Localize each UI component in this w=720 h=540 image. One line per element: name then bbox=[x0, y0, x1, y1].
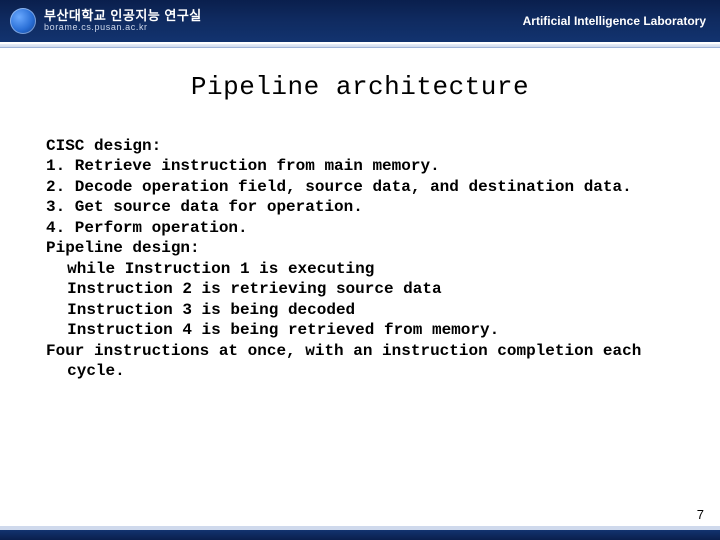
page-title: Pipeline architecture bbox=[0, 72, 720, 102]
body-line: 3. Get source data for operation. bbox=[46, 197, 674, 217]
body-line: Instruction 4 is being retrieved from me… bbox=[46, 320, 674, 340]
body-line: Instruction 3 is being decoded bbox=[46, 300, 674, 320]
body-line: 4. Perform operation. bbox=[46, 218, 674, 238]
body-line: CISC design: bbox=[46, 136, 674, 156]
body-line: while Instruction 1 is executing bbox=[46, 259, 674, 279]
org-subtitle: borame.cs.pusan.ac.kr bbox=[44, 23, 202, 32]
body-line: Four instructions at once, with an instr… bbox=[46, 341, 674, 382]
footer: 7 bbox=[0, 514, 720, 540]
lab-label: Artificial Intelligence Laboratory bbox=[523, 14, 706, 28]
header-bar: 부산대학교 인공지능 연구실 borame.cs.pusan.ac.kr Art… bbox=[0, 0, 720, 44]
body-line: 2. Decode operation field, source data, … bbox=[46, 177, 674, 197]
org-title: 부산대학교 인공지능 연구실 bbox=[44, 9, 202, 23]
page-number: 7 bbox=[697, 507, 704, 522]
body-line: Pipeline design: bbox=[46, 238, 674, 258]
body-line: 1. Retrieve instruction from main memory… bbox=[46, 156, 674, 176]
body-line: Instruction 2 is retrieving source data bbox=[46, 279, 674, 299]
university-logo-icon bbox=[10, 8, 36, 34]
slide-root: 부산대학교 인공지능 연구실 borame.cs.pusan.ac.kr Art… bbox=[0, 0, 720, 540]
title-area: Pipeline architecture bbox=[0, 48, 720, 110]
content-body: CISC design: 1. Retrieve instruction fro… bbox=[0, 110, 720, 514]
header-left: 부산대학교 인공지능 연구실 borame.cs.pusan.ac.kr bbox=[10, 8, 202, 34]
footer-bar-dark bbox=[0, 530, 720, 540]
org-block: 부산대학교 인공지능 연구실 borame.cs.pusan.ac.kr bbox=[44, 9, 202, 32]
